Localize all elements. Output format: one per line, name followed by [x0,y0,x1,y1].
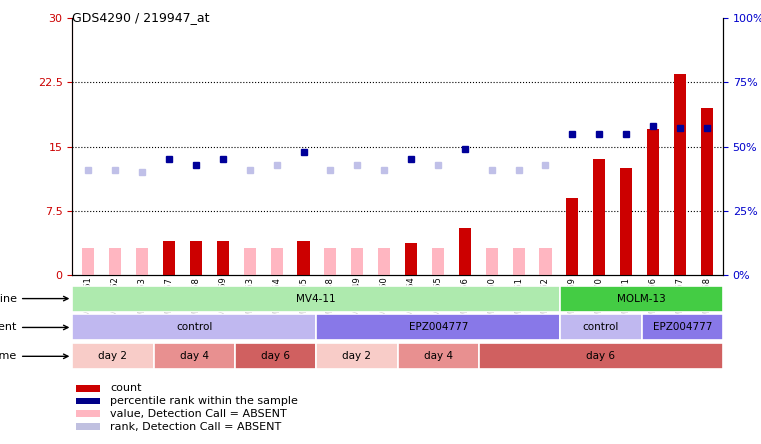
Bar [701,108,713,275]
Text: day 2: day 2 [98,351,127,361]
Text: control: control [176,322,212,333]
Bar [72,343,154,369]
Text: cell line: cell line [0,293,68,304]
Bar [378,248,390,275]
Text: day 4: day 4 [424,351,453,361]
Bar [75,385,100,392]
Bar [513,248,524,275]
Text: day 4: day 4 [180,351,209,361]
Bar [432,248,444,275]
Bar [486,248,498,275]
Bar [72,285,560,312]
Text: GDS4290 / 219947_at: GDS4290 / 219947_at [72,11,210,24]
Bar [154,343,235,369]
Text: EPZ004777: EPZ004777 [653,322,712,333]
Bar [594,159,605,275]
Text: EPZ004777: EPZ004777 [409,322,468,333]
Bar [642,314,723,341]
Bar [75,423,100,430]
Bar [405,243,417,275]
Bar [110,248,121,275]
Bar [317,314,560,341]
Bar [479,343,723,369]
Text: value, Detection Call = ABSENT: value, Detection Call = ABSENT [110,409,287,419]
Text: agent: agent [0,322,68,333]
Bar [566,198,578,275]
Bar [397,343,479,369]
Text: day 6: day 6 [261,351,290,361]
Bar [235,343,317,369]
Bar [317,343,397,369]
Bar [324,248,336,275]
Bar [163,241,175,275]
Bar [540,248,552,275]
Bar [459,228,471,275]
Text: MV4-11: MV4-11 [297,293,336,304]
Bar [217,241,229,275]
Bar [82,248,94,275]
Bar [352,248,363,275]
Text: control: control [583,322,619,333]
Bar [271,248,282,275]
Bar [75,410,100,417]
Bar [190,241,202,275]
Text: time: time [0,351,68,361]
Text: percentile rank within the sample: percentile rank within the sample [110,396,298,406]
Bar [674,74,686,275]
Bar [72,314,317,341]
Bar [560,285,723,312]
Text: rank, Detection Call = ABSENT: rank, Detection Call = ABSENT [110,421,282,432]
Bar [136,248,148,275]
Bar [298,241,310,275]
Bar [560,314,642,341]
Text: day 2: day 2 [342,351,371,361]
Bar [620,168,632,275]
Text: MOLM-13: MOLM-13 [617,293,666,304]
Bar [244,248,256,275]
Text: day 6: day 6 [587,351,616,361]
Text: count: count [110,383,142,393]
Bar [75,398,100,404]
Bar [647,129,659,275]
